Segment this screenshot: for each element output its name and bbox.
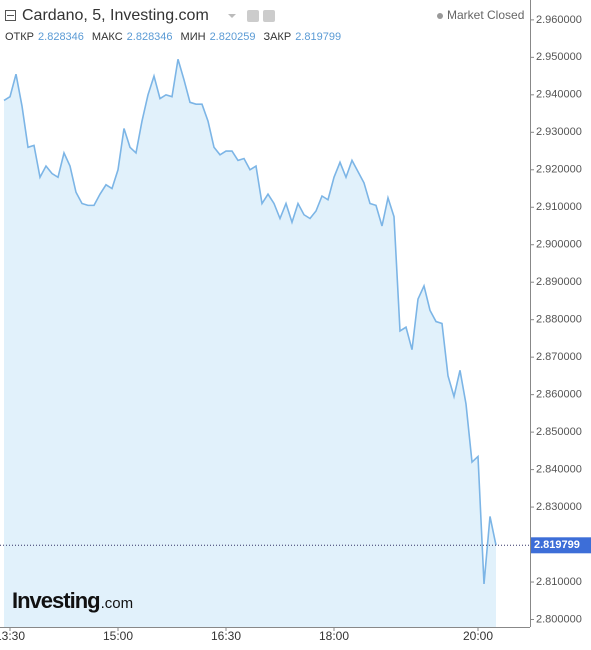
- x-tick-label: 20:00: [463, 629, 493, 643]
- y-tick-label: 2.810000: [536, 576, 582, 588]
- y-tick-label: 2.960000: [536, 14, 582, 26]
- y-tick-label: 2.890000: [536, 276, 582, 288]
- y-tick-label: 2.930000: [536, 126, 582, 138]
- ohlc-value: 2.828346: [127, 31, 173, 43]
- ohlc-value: 2.828346: [38, 31, 84, 43]
- y-tick-label: 2.850000: [536, 426, 582, 438]
- x-tick-label: 16:30: [211, 629, 241, 643]
- dropdown-arrow: [228, 14, 236, 18]
- y-tick-label: 2.840000: [536, 464, 582, 476]
- ohlc-value: 2.819799: [295, 31, 341, 43]
- ohlc-label: МИН: [181, 31, 206, 43]
- logo-suffix: .com: [101, 595, 134, 612]
- chart-title: Cardano, 5, Investing.com: [22, 7, 209, 24]
- last-price-label: 2.819799: [534, 539, 580, 551]
- x-tick-label: 15:00: [103, 629, 133, 643]
- collapse-icon: [5, 10, 16, 21]
- y-tick-label: 2.920000: [536, 164, 582, 176]
- y-tick-label: 2.800000: [536, 613, 582, 625]
- settings-icon: [247, 10, 259, 22]
- settings-icon: [263, 10, 275, 22]
- ohlc-label: МАКС: [92, 31, 123, 43]
- y-tick-label: 2.880000: [536, 314, 582, 326]
- area: [4, 59, 496, 627]
- logo-brand: Investing: [12, 588, 100, 613]
- x-tick-label: 13:30: [0, 629, 25, 643]
- x-tick-label: 18:00: [319, 629, 349, 643]
- ohlc-label: ЗАКР: [263, 31, 291, 43]
- y-tick-label: 2.900000: [536, 239, 582, 251]
- y-tick-label: 2.830000: [536, 501, 582, 513]
- last-price-tag: [531, 537, 591, 554]
- market-status: Market Closed: [447, 8, 524, 22]
- y-tick-label: 2.910000: [536, 201, 582, 213]
- y-tick-label: 2.870000: [536, 351, 582, 363]
- line: [3, 58, 497, 584]
- y-tick-label: 2.860000: [536, 389, 582, 401]
- status-dot: [437, 13, 443, 19]
- ohlc-value: 2.820259: [210, 31, 256, 43]
- ohlc-label: ОТКР: [5, 31, 34, 43]
- y-tick-label: 2.950000: [536, 51, 582, 63]
- y-tick-label: 2.940000: [536, 89, 582, 101]
